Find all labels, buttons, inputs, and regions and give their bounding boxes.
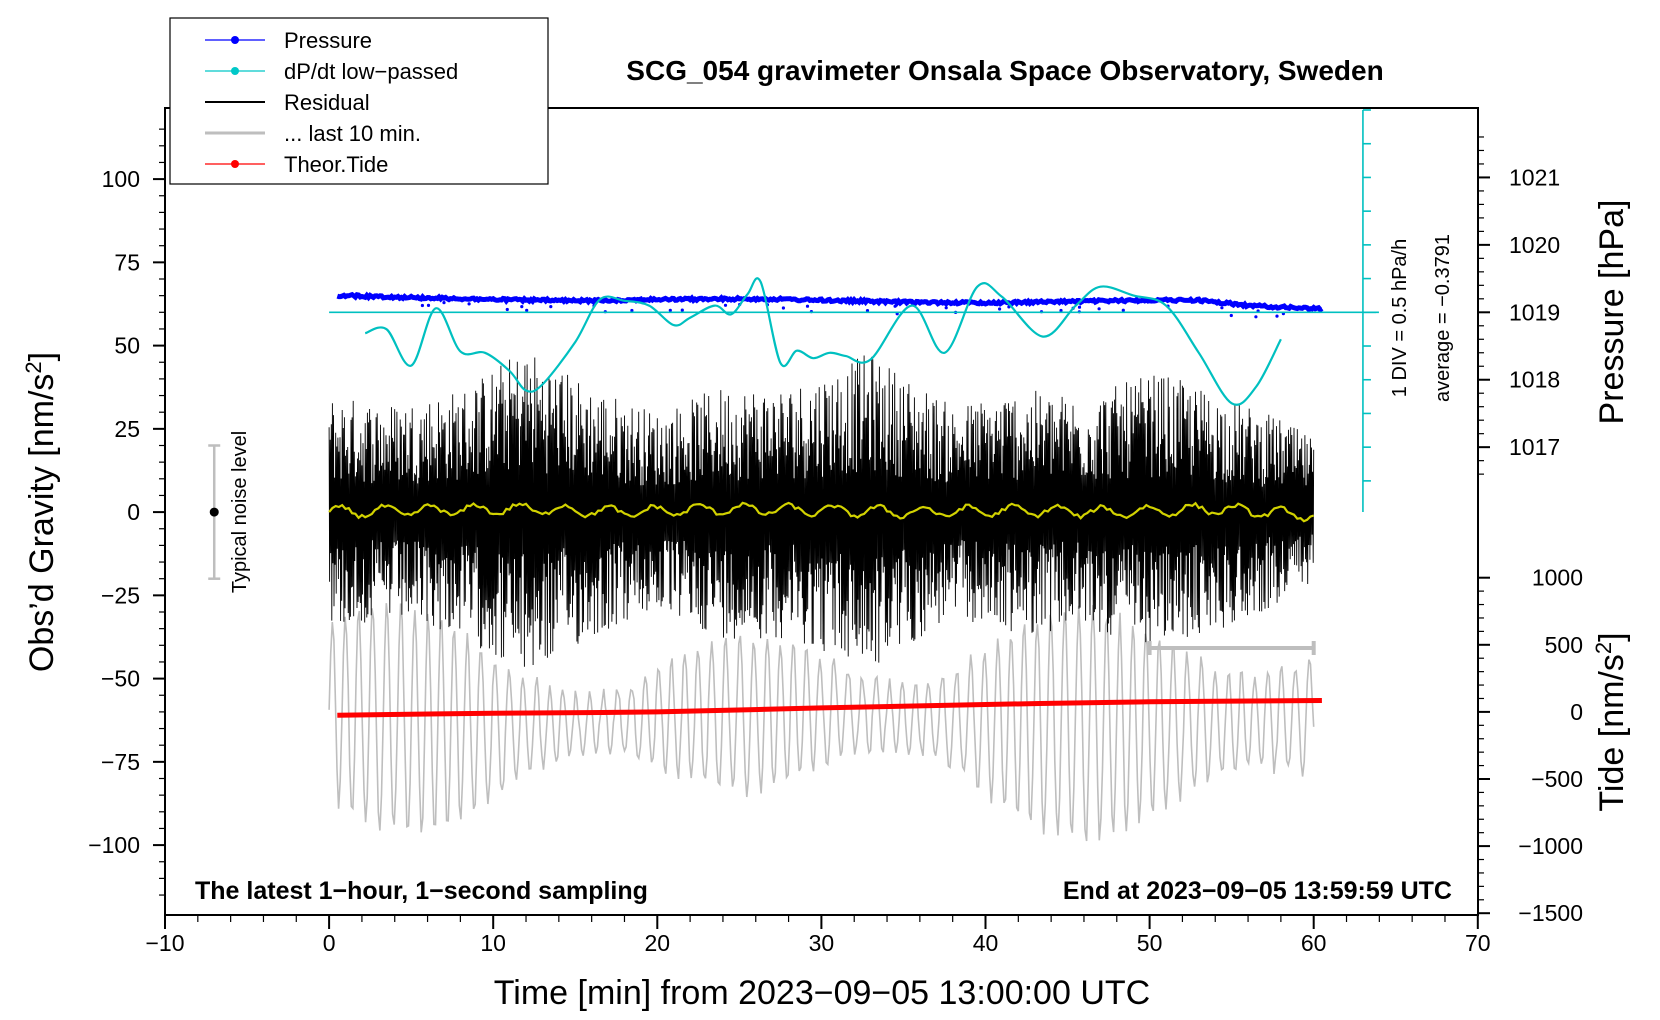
pressure-outlier-point [525, 308, 529, 312]
axes-layer: −10 0 10 20 30 40 50 60 701007550250−25−50−75−10… [88, 128, 1583, 956]
x-tick-label: 30 [809, 930, 835, 956]
residual-last-10-min-layer [328, 603, 1315, 842]
y-left-tick-label: −50 [101, 666, 140, 692]
dpdt-layer [329, 109, 1379, 512]
tide-tick-label: −1000 [1518, 833, 1583, 859]
pressure-outlier-point [426, 303, 431, 307]
x-tick-label: 70 [1465, 930, 1491, 956]
legend-label-last10: ... last 10 min. [284, 121, 421, 146]
residual-smoothed-layer [328, 501, 1315, 523]
pressure-outlier-point [420, 303, 424, 308]
pressure-outlier-point [723, 303, 728, 307]
pressure-outlier-point [865, 309, 870, 313]
pressure-outlier-point [442, 301, 446, 305]
theor-tide-layer [337, 698, 1322, 718]
pressure-outlier-point [781, 306, 786, 310]
pressure-tick-label: 1021 [1509, 164, 1560, 190]
pressure-outlier-point [1275, 314, 1279, 318]
pressure-outlier-point [805, 304, 810, 308]
y-axis-left-title: Obs’d Gravity [nm/s2] [21, 352, 61, 672]
legend-marker-dpdt [231, 67, 239, 75]
theor-tide-line [337, 698, 1322, 718]
pressure-outlier-point [944, 306, 948, 310]
y-left-tick-label: 0 [127, 499, 140, 525]
tide-tick-label: 500 [1545, 632, 1583, 658]
x-tick-label: −10 [145, 930, 184, 956]
pressure-tick-label: 1020 [1509, 232, 1560, 258]
y-axis-pressure-title: Pressure [hPa] [1593, 200, 1631, 425]
chart-title: SCG_054 gravimeter Onsala Space Observat… [626, 55, 1383, 86]
noise-level-label: Typical noise level [229, 431, 251, 593]
pressure-outlier-point [1097, 307, 1101, 311]
residual-smoothed-line [328, 501, 1315, 523]
y-left-tick-label: 75 [114, 249, 140, 275]
pressure-outlier-point [505, 307, 509, 312]
y-left-tick-label: −100 [88, 832, 140, 858]
tide-tick-label: 1000 [1532, 565, 1583, 591]
y-axis-tide-title: Tide [nm/s2] [1591, 632, 1631, 811]
pressure-outlier-point [1077, 305, 1082, 309]
legend-label-residual: Residual [284, 90, 370, 115]
legend-label-tide: Theor.Tide [284, 152, 388, 177]
pressure-outlier-point [1059, 308, 1063, 313]
y-left-tick-label: 100 [102, 166, 140, 192]
y-left-tick-label: 50 [114, 333, 140, 359]
average-label: average = −0.3791 [1432, 234, 1454, 402]
pressure-line [336, 291, 1324, 314]
pressure-outlier-point [668, 308, 672, 312]
tide-tick-label: −500 [1531, 766, 1583, 792]
y-left-tick-label: −25 [101, 582, 140, 608]
y-left-tick-label: 25 [114, 416, 140, 442]
residual-line [328, 355, 1315, 667]
noise-bar-center-dot [209, 507, 219, 517]
x-tick-label: 60 [1301, 930, 1327, 956]
legend-label-pressure: Pressure [284, 28, 372, 53]
legend-label-dpdt: dP/dt low−passed [284, 59, 458, 84]
end-time-note: End at 2023−09−05 13:59:59 UTC [1063, 877, 1452, 905]
pressure-outlier-point [1229, 313, 1233, 318]
x-tick-label: 20 [645, 930, 671, 956]
dpdt-line [364, 277, 1282, 406]
pressure-tick-label: 1019 [1509, 299, 1560, 325]
sampling-note: The latest 1−hour, 1−second sampling [195, 877, 648, 905]
pressure-outlier-point [1121, 308, 1125, 312]
x-axis-title: Time [min] from 2023−09−05 13:00:00 UTC [494, 974, 1150, 1012]
legend: Pressure dP/dt low−passed Residual ... l… [169, 17, 549, 185]
pressure-outlier-point [1254, 315, 1258, 319]
x-tick-label: 50 [1137, 930, 1163, 956]
div-scale-label: 1 DIV = 0.5 hPa/h [1389, 239, 1411, 397]
pressure-outlier-point [1220, 306, 1224, 310]
y-left-tick-label: −75 [101, 749, 140, 775]
pressure-outlier-point [998, 307, 1002, 311]
pressure-outlier-point [520, 305, 524, 309]
pressure-outlier-point [893, 304, 897, 308]
legend-marker-tide [231, 160, 239, 168]
pressure-outlier-point [467, 302, 471, 306]
x-tick-label: 0 [323, 930, 336, 956]
pressure-outlier-point [630, 308, 634, 313]
x-tick-label: 10 [480, 930, 506, 956]
tide-tick-label: −1500 [1518, 900, 1583, 926]
residual-last-10-min-line [328, 603, 1315, 842]
x-tick-label: 40 [973, 930, 999, 956]
pressure-tick-label: 1017 [1509, 434, 1560, 460]
pressure-tick-label: 1018 [1509, 367, 1560, 393]
legend-marker-pressure [231, 36, 239, 44]
pressure-outlier-point [680, 308, 684, 312]
annotations-layer [208, 444, 1316, 655]
pressure-outlier-point [549, 305, 553, 309]
tide-tick-label: 0 [1570, 699, 1583, 725]
residual-layer [328, 355, 1315, 667]
